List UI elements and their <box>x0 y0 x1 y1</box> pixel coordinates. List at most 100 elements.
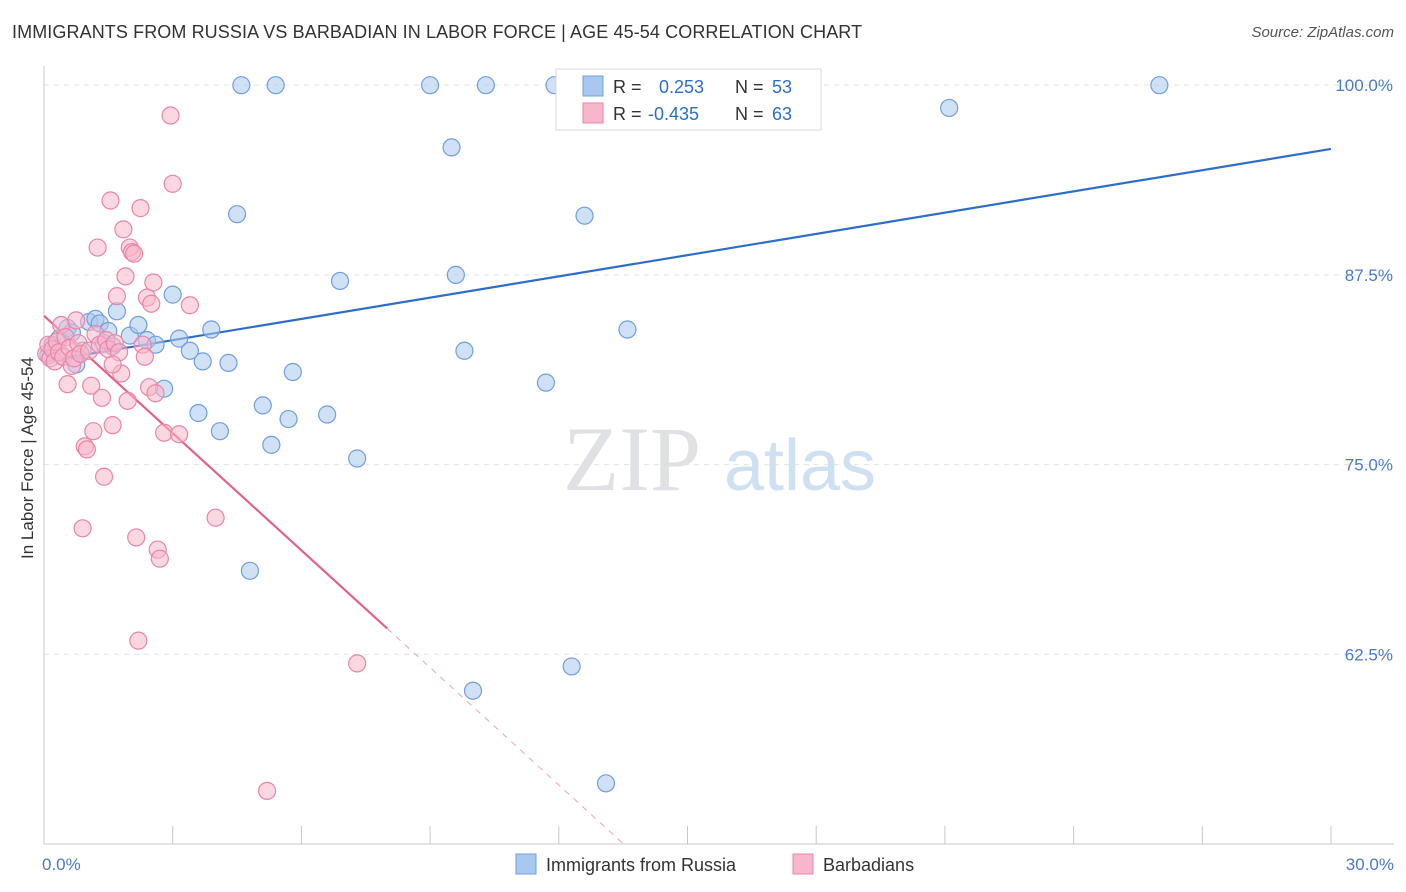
immigrants-from-russia-point-49 <box>596 774 616 793</box>
barbadians-point-19 <box>77 440 97 459</box>
chart-title: IMMIGRANTS FROM RUSSIA VS BARBADIAN IN L… <box>12 22 863 42</box>
immigrants-from-russia-point-21 <box>170 329 189 348</box>
barbadians-point-37 <box>116 267 135 286</box>
y-tick-label-2: 75.0% <box>1345 456 1393 475</box>
barbadians-point-56 <box>163 174 182 193</box>
y-tick-label-1: 87.5% <box>1345 266 1393 285</box>
immigrants-from-russia-point-20 <box>163 285 182 304</box>
immigrants-from-russia-point-37 <box>330 271 350 291</box>
legend-r-label-1: R = <box>613 77 642 97</box>
barbadians-point-36 <box>114 220 133 239</box>
barbadians-point-33 <box>107 287 127 306</box>
barbadians-point-14 <box>67 311 86 330</box>
watermark-zip: ZIP <box>563 408 701 510</box>
bottom-legend-label-barbadians: Barbadians <box>823 855 914 875</box>
barbadians-point-50 <box>144 273 163 292</box>
barbadians-point-44 <box>131 199 150 218</box>
series-legend: Immigrants from Russia Barbadians <box>515 853 914 875</box>
barbadians-point-58 <box>180 296 199 315</box>
x-tick-label-1: 30.0% <box>1346 855 1394 874</box>
barbadians-point-42 <box>127 528 146 547</box>
immigrants-from-russia-point-14 <box>107 302 127 321</box>
immigrants-from-russia-point-50 <box>618 320 637 339</box>
barbadians-point-17 <box>73 519 92 538</box>
immigrants-from-russia-point-25 <box>202 320 221 339</box>
barbadians-point-55 <box>161 106 180 125</box>
immigrants-from-russia-point-47 <box>562 657 581 676</box>
barbadians-point-51 <box>146 384 165 403</box>
immigrants-from-russia-point-27 <box>219 353 238 373</box>
legend-r-value-2: -0.435 <box>648 104 699 124</box>
immigrants-from-russia-point-38 <box>348 449 367 468</box>
immigrants-from-russia-point-30 <box>240 561 260 580</box>
immigrants-from-russia-point-36 <box>318 405 337 424</box>
barbadians-trend-extension <box>386 628 624 845</box>
immigrants-from-russia-point-28 <box>227 205 247 224</box>
immigrants-from-russia-point-35 <box>283 362 302 382</box>
bottom-legend-swatch-barbadians <box>792 853 814 875</box>
data-points <box>37 76 1169 800</box>
barbadians-point-26 <box>92 388 112 407</box>
barbadians-point-38 <box>118 391 137 410</box>
y-tick-label-3: 62.5% <box>1345 645 1393 664</box>
barbadians-point-30 <box>101 191 120 210</box>
immigrants-from-russia-point-34 <box>279 409 298 429</box>
barbadians-point-22 <box>84 422 103 441</box>
barbadians-point-31 <box>103 416 122 435</box>
immigrants-from-russia-point-33 <box>266 76 285 95</box>
legend-n-label-1: N = <box>735 77 764 97</box>
immigrants-from-russia-point-24 <box>193 352 212 371</box>
immigrants-from-russia-point-31 <box>253 396 272 415</box>
barbadians-point-53 <box>150 549 169 568</box>
legend-swatch-barbadians <box>582 102 604 124</box>
barbadians-point-24 <box>88 238 107 257</box>
immigrants-from-russia-point-41 <box>446 265 465 284</box>
barbadians-point-62 <box>103 355 122 374</box>
barbadians-point-21 <box>82 376 101 395</box>
bottom-legend-swatch-russia <box>515 853 537 875</box>
legend-r-value-1: 0.253 <box>659 77 704 97</box>
barbadians-point-59 <box>206 508 225 527</box>
immigrants-from-russia-trend-line <box>43 147 1332 363</box>
immigrants-from-russia-point-45 <box>536 373 556 392</box>
barbadians-trend-line <box>43 315 388 630</box>
legend-n-value-2: 63 <box>772 104 792 124</box>
trend-lines <box>43 147 1332 845</box>
barbadians-point-60 <box>257 781 277 800</box>
barbadians-point-46 <box>135 347 154 366</box>
immigrants-from-russia-point-22 <box>180 341 199 360</box>
barbadians-point-41 <box>124 244 144 263</box>
immigrants-from-russia-point-40 <box>442 138 461 157</box>
legend-n-label-2: N = <box>735 104 764 124</box>
x-tick-label-0: 0.0% <box>42 855 81 874</box>
immigrants-from-russia-point-32 <box>262 435 281 454</box>
immigrants-from-russia-point-16 <box>129 315 148 335</box>
barbadians-point-61 <box>348 654 367 673</box>
legend-swatch-russia <box>582 75 604 97</box>
immigrants-from-russia-point-44 <box>476 76 495 95</box>
axes <box>43 66 1394 845</box>
legend-n-value-1: 53 <box>772 77 792 97</box>
source-label: Source: ZipAtlas.com <box>1251 24 1394 41</box>
tick-labels: 100.0% 87.5% 75.0% 62.5% 0.0% 30.0% <box>42 76 1394 874</box>
watermark: ZIP atlas <box>563 408 876 510</box>
bottom-legend-label-russia: Immigrants from Russia <box>546 855 737 875</box>
immigrants-from-russia-point-52 <box>1150 76 1169 95</box>
y-tick-label-0: 100.0% <box>1335 76 1393 95</box>
barbadians-point-27 <box>94 467 114 486</box>
barbadians-point-43 <box>129 631 148 650</box>
immigrants-from-russia-point-23 <box>189 403 208 423</box>
legend-r-label-2: R = <box>613 104 642 124</box>
immigrants-from-russia-point-26 <box>210 422 229 441</box>
barbadians-point-49 <box>142 294 161 313</box>
barbadians-point-57 <box>170 425 189 444</box>
barbadians-point-10 <box>58 375 77 394</box>
correlation-legend: R = 0.253 N = 53 R = -0.435 N = 63 <box>555 68 822 131</box>
immigrants-from-russia-point-48 <box>575 206 594 225</box>
immigrants-from-russia-point-51 <box>940 98 959 118</box>
barbadians-point-54 <box>155 423 174 442</box>
y-axis-title: In Labor Force | Age 45-54 <box>18 357 37 559</box>
immigrants-from-russia-point-43 <box>463 681 483 700</box>
immigrants-from-russia-point-39 <box>421 76 440 95</box>
